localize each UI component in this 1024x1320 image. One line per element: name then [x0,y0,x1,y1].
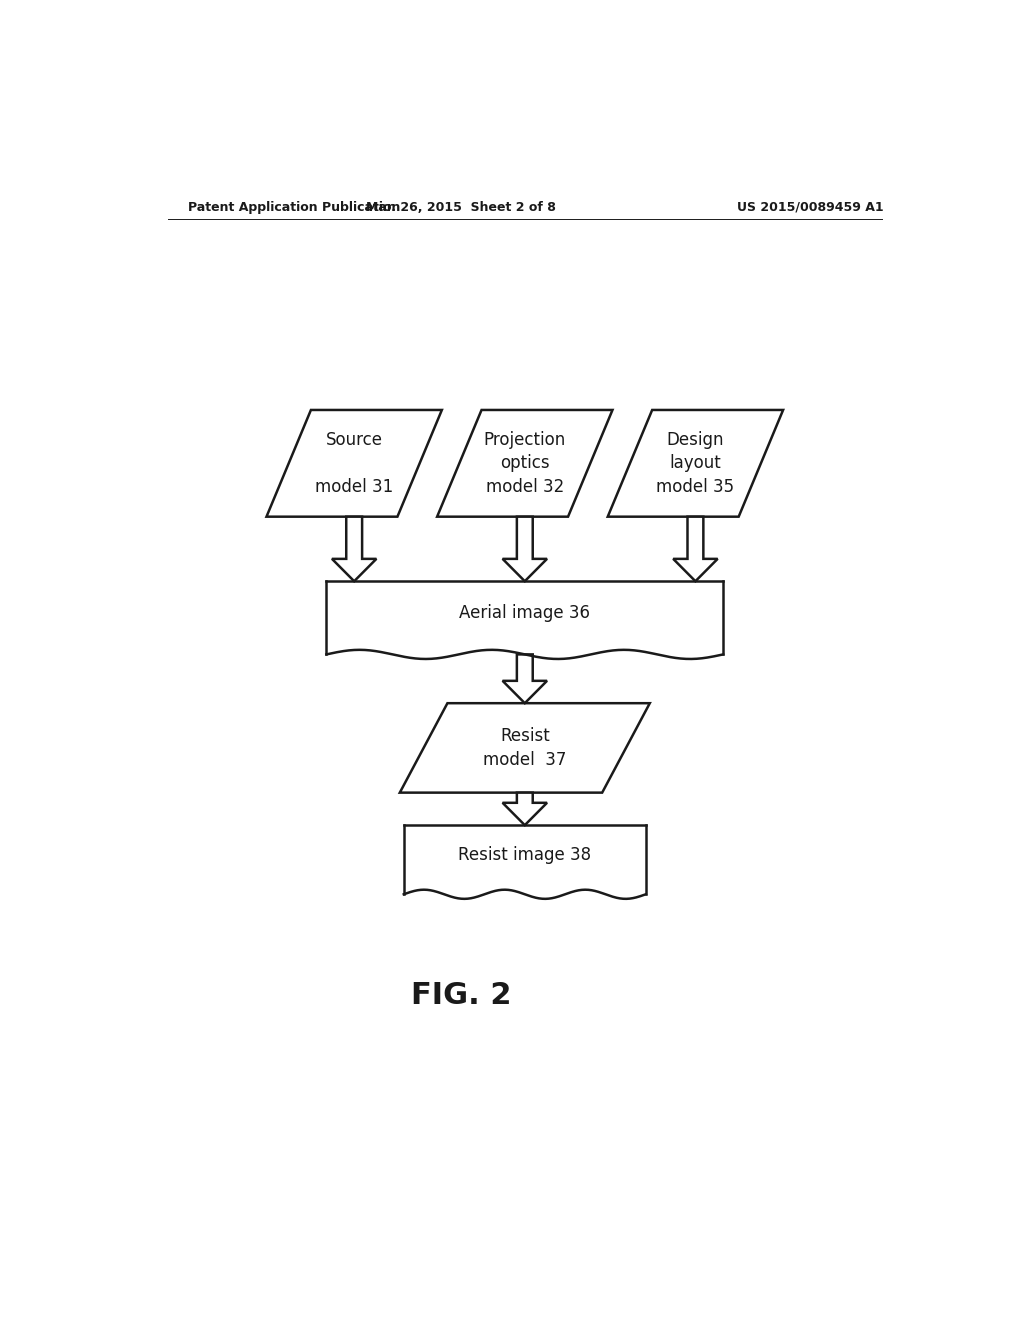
Text: Source

model 31: Source model 31 [315,430,393,496]
Polygon shape [503,792,547,825]
Polygon shape [503,516,547,581]
Text: Mar. 26, 2015  Sheet 2 of 8: Mar. 26, 2015 Sheet 2 of 8 [367,201,556,214]
Polygon shape [332,516,377,581]
Polygon shape [266,411,442,516]
Text: Resist image 38: Resist image 38 [458,846,592,863]
Text: Resist
model  37: Resist model 37 [483,727,566,768]
Text: Aerial image 36: Aerial image 36 [460,603,590,622]
Text: Design
layout
model 35: Design layout model 35 [656,430,734,496]
Polygon shape [437,411,612,516]
Polygon shape [607,411,783,516]
Text: FIG. 2: FIG. 2 [411,981,512,1010]
Bar [403,825,646,894]
Text: Projection
optics
model 32: Projection optics model 32 [483,430,566,496]
Bar [327,581,723,655]
Text: Patent Application Publication: Patent Application Publication [187,201,400,214]
Polygon shape [673,516,718,581]
Text: US 2015/0089459 A1: US 2015/0089459 A1 [737,201,884,214]
Polygon shape [399,704,650,792]
Polygon shape [503,655,547,704]
